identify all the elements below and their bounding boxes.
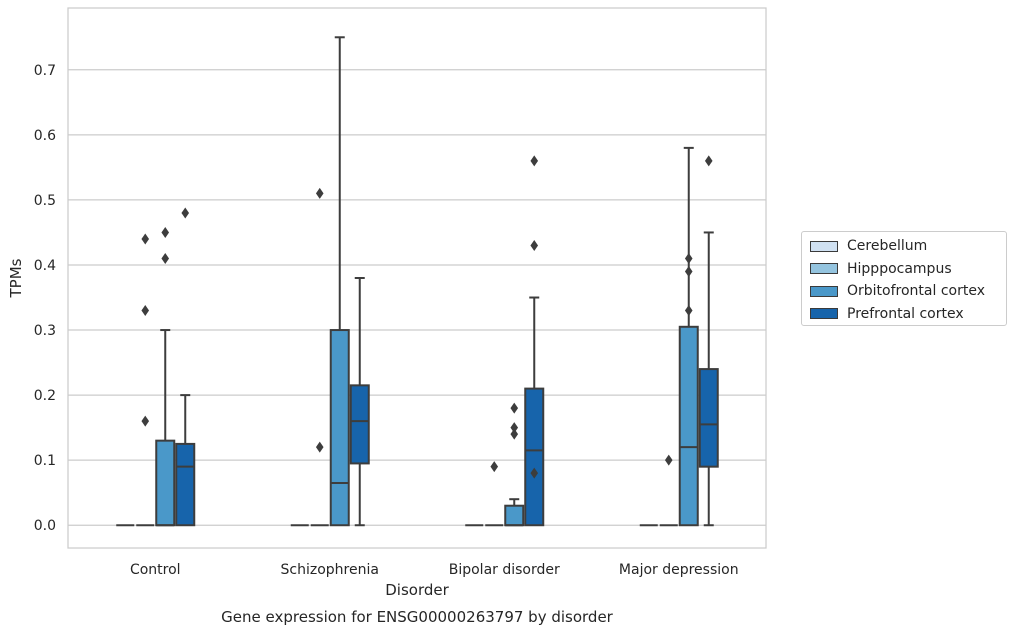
legend-swatch-hippocampus	[810, 263, 838, 275]
legend-label-orbitofrontal-cortex: Orbitofrontal cortex	[847, 283, 985, 300]
legend-swatch-prefrontal-cortex	[810, 308, 838, 320]
legend: Cerebellum Hipppocampus Orbitofrontal co…	[801, 231, 1007, 326]
box-prefrontal-cortex-control	[175, 207, 196, 527]
legend-swatch-cerebellum	[810, 240, 838, 252]
outlier-point	[684, 265, 693, 277]
y-tick-label: 0.2	[34, 388, 56, 404]
box-hipppocampus-control	[136, 233, 155, 527]
outlier-point	[141, 233, 150, 245]
box-body	[504, 504, 525, 527]
box-body	[524, 387, 545, 527]
outlier-point	[161, 226, 170, 238]
outlier-point	[530, 155, 539, 167]
outlier-point	[510, 428, 519, 440]
y-tick-label: 0.5	[34, 193, 56, 209]
outlier-point	[684, 252, 693, 264]
outlier-point	[315, 441, 324, 453]
chart-title: Gene expression for ENSG00000263797 by d…	[221, 608, 614, 626]
outlier-point	[510, 402, 519, 414]
box-hipppocampus-major-depression	[659, 454, 678, 527]
plot-frame	[67, 7, 767, 549]
box-orbitofrontal-cortex-schizophrenia	[329, 36, 350, 527]
x-tick-label: Schizophrenia	[281, 562, 379, 578]
box-body	[155, 439, 176, 527]
legend-item-cerebellum: Cerebellum	[810, 235, 998, 258]
box-orbitofrontal-cortex-control	[155, 226, 176, 527]
y-tick-label: 0.7	[34, 63, 56, 79]
box-orbitofrontal-cortex-major-depression	[678, 146, 699, 527]
outlier-point	[510, 422, 519, 434]
box-prefrontal-cortex-bipolar-disorder	[524, 155, 545, 527]
legend-swatch-orbitofrontal-cortex	[810, 285, 838, 297]
outlier-point	[490, 461, 499, 473]
box-prefrontal-cortex-schizophrenia	[349, 277, 370, 527]
x-tick-label: Control	[130, 562, 181, 578]
outlier-point	[141, 415, 150, 427]
legend-item-hippocampus: Hipppocampus	[810, 258, 998, 281]
box-hipppocampus-bipolar-disorder	[485, 461, 504, 527]
y-tick-label: 0.4	[34, 258, 56, 274]
outlier-point	[704, 155, 713, 167]
y-tick-label: 0.3	[34, 323, 56, 339]
outlier-point	[684, 305, 693, 317]
outlier-point	[530, 239, 539, 251]
legend-label-prefrontal-cortex: Prefrontal cortex	[847, 305, 964, 322]
legend-item-prefrontal-cortex: Prefrontal cortex	[810, 303, 998, 326]
legend-item-orbitofrontal-cortex: Orbitofrontal cortex	[810, 280, 998, 303]
x-tick-label: Bipolar disorder	[449, 562, 560, 578]
y-tick-label: 0.1	[34, 453, 56, 469]
y-tick-labels: 0.0 0.1 0.2 0.3 0.4 0.5 0.6 0.7	[34, 63, 56, 534]
outlier-point	[315, 187, 324, 199]
box-hipppocampus-schizophrenia	[310, 187, 329, 527]
box-body	[698, 368, 719, 468]
x-axis-title: Disorder	[385, 581, 449, 599]
outlier-point	[181, 207, 190, 219]
box-groups	[116, 36, 719, 527]
x-tick-labels: Control Schizophrenia Bipolar disorder Majo…	[130, 562, 739, 578]
box-prefrontal-cortex-major-depression	[698, 155, 719, 527]
box-orbitofrontal-cortex-bipolar-disorder	[504, 402, 525, 527]
outlier-point	[161, 252, 170, 264]
box-body	[175, 442, 196, 527]
outlier-point	[664, 454, 673, 466]
x-tick-label: Major depression	[619, 562, 739, 578]
y-tick-label: 0.6	[34, 128, 56, 144]
legend-label-cerebellum: Cerebellum	[847, 238, 928, 255]
box-body	[329, 329, 350, 527]
box-body	[349, 384, 370, 465]
outlier-point	[141, 305, 150, 317]
box-body	[678, 325, 699, 527]
y-axis-title: TPMs	[7, 258, 25, 298]
legend-label-hippocampus: Hipppocampus	[847, 260, 952, 277]
outlier-point	[530, 467, 539, 479]
y-tick-label: 0.0	[34, 518, 56, 534]
